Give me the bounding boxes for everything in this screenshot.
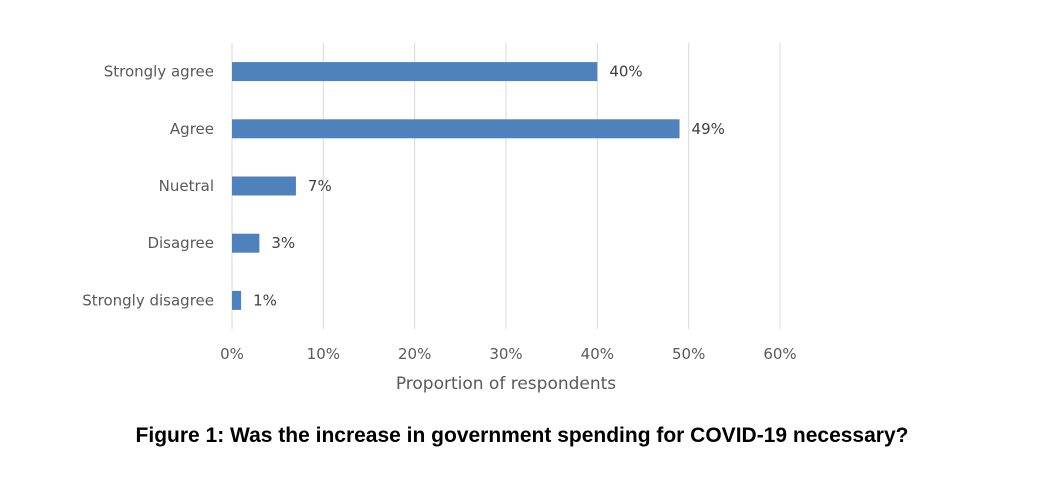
category-label: Strongly agree	[104, 63, 214, 81]
x-tick-label: 10%	[307, 345, 340, 363]
x-tick-label: 20%	[398, 345, 431, 363]
x-tick-labels: 0% 10% 20% 30% 40% 50% 60%	[220, 345, 797, 363]
category-label: Agree	[170, 120, 214, 138]
x-tick-label: 40%	[581, 345, 614, 363]
x-tick-label: 50%	[672, 345, 705, 363]
bar	[232, 176, 296, 196]
figure-caption: Figure 1: Was the increase in government…	[135, 424, 909, 447]
data-label: 49%	[692, 120, 725, 138]
bars	[232, 62, 680, 310]
category-label: Strongly disagree	[82, 291, 214, 309]
x-tick-label: 60%	[763, 345, 796, 363]
category-labels: Strongly agree Agree Nuetral Disagree Strong…	[82, 63, 214, 310]
gridlines	[231, 43, 781, 329]
x-tick-label: 0%	[220, 345, 244, 363]
data-label: 7%	[308, 177, 332, 195]
category-label: Disagree	[147, 234, 214, 252]
bar	[232, 290, 242, 310]
x-tick-label: 30%	[489, 345, 522, 363]
x-axis-title: Proportion of respondents	[396, 374, 616, 394]
bar	[232, 119, 680, 139]
data-label: 1%	[253, 291, 277, 309]
data-labels: 40% 49% 7% 3% 1%	[253, 63, 725, 310]
bar	[232, 233, 260, 253]
data-label: 3%	[271, 234, 295, 252]
data-label: 40%	[609, 63, 642, 81]
bar-chart: Strongly agree Agree Nuetral Disagree Strong…	[82, 43, 797, 394]
category-label: Nuetral	[159, 177, 214, 195]
bar	[232, 62, 598, 82]
